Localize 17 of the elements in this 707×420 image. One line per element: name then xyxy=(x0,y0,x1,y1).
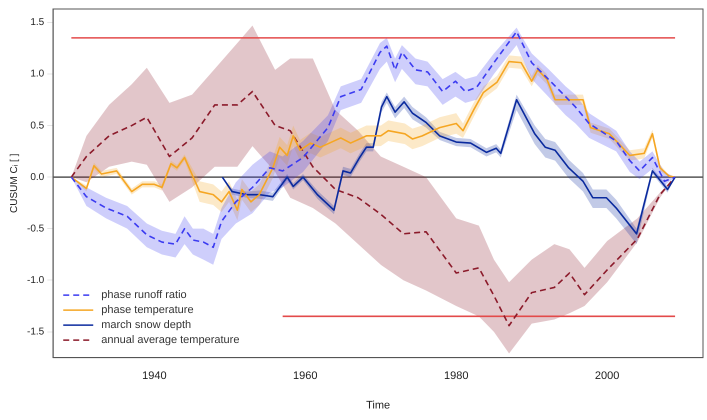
y-tick-label: -1.5 xyxy=(26,326,45,338)
legend-label: phase runoff ratio xyxy=(101,289,187,302)
y-axis-title: CUSUM Cᵢ [ ] xyxy=(8,153,20,213)
y-tick-label: 1.0 xyxy=(30,68,45,80)
x-tick-label: 1980 xyxy=(444,370,468,382)
x-tick-label: 1960 xyxy=(293,370,318,382)
x-axis-title: Time xyxy=(366,399,390,412)
y-tick-label: 0.5 xyxy=(30,120,45,132)
legend-label: phase temperature xyxy=(101,304,194,316)
x-tick-label: 1940 xyxy=(142,370,167,382)
y-tick-label: 1.5 xyxy=(30,17,45,28)
x-tick-label: 2000 xyxy=(594,370,620,382)
y-tick-label: -0.5 xyxy=(26,223,45,234)
legend-label: march snow depth xyxy=(101,319,192,332)
legend-label: annual average temperature xyxy=(101,334,240,346)
y-tick-label: -1.0 xyxy=(26,275,45,286)
y-tick-label: 0.0 xyxy=(30,172,45,183)
